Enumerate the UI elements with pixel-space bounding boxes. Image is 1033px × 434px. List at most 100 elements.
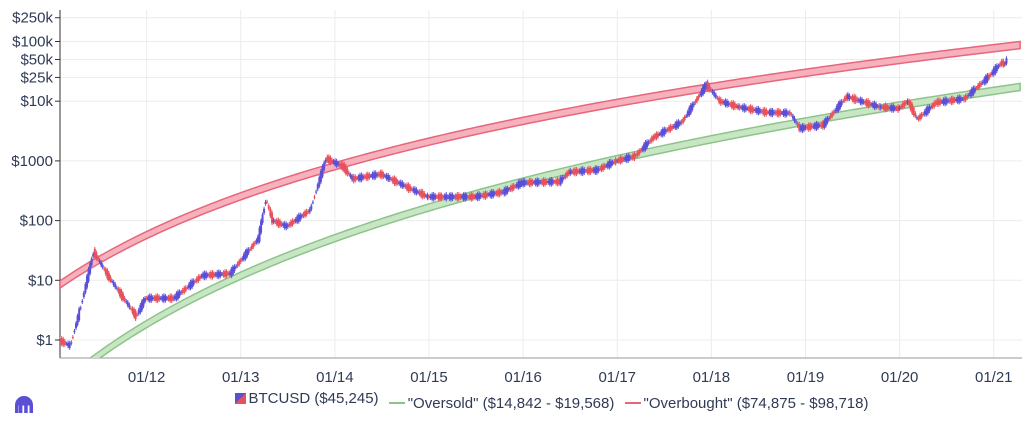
candle-body bbox=[636, 151, 639, 156]
candle-body bbox=[608, 161, 611, 168]
candle-body bbox=[250, 245, 253, 249]
candle-body bbox=[112, 281, 115, 286]
candle-body bbox=[586, 168, 589, 173]
legend-label: "Oversold" ($14,842 - $19,568) bbox=[407, 394, 615, 412]
candle-body bbox=[708, 84, 711, 91]
candle-body bbox=[749, 106, 752, 113]
candle-body bbox=[657, 133, 660, 137]
candle-body bbox=[592, 169, 595, 172]
candle-body bbox=[533, 181, 536, 183]
candle-body bbox=[406, 184, 409, 190]
candle-body bbox=[470, 193, 473, 200]
candle-body bbox=[269, 208, 272, 217]
candle-body bbox=[398, 182, 401, 184]
x-tick-label: 01/15 bbox=[410, 369, 448, 386]
candle-body bbox=[478, 193, 481, 200]
candle-body bbox=[377, 173, 380, 176]
candle-body bbox=[788, 111, 791, 115]
candle-body bbox=[931, 104, 934, 108]
candle-body bbox=[213, 273, 216, 277]
candle-body bbox=[686, 111, 689, 116]
candle-body bbox=[280, 223, 283, 226]
candle-body bbox=[680, 121, 683, 124]
candle-body bbox=[114, 284, 117, 288]
candle-body bbox=[922, 114, 925, 116]
candle-body bbox=[925, 108, 928, 115]
candle-body bbox=[799, 126, 802, 131]
candle-body bbox=[641, 147, 644, 151]
candle-body bbox=[853, 95, 856, 103]
candle-body bbox=[326, 156, 329, 161]
x-tick-label: 01/19 bbox=[787, 369, 825, 386]
legend-item-btcusd[interactable]: BTCUSD ($45,245) bbox=[234, 390, 379, 407]
candle-body bbox=[184, 287, 187, 291]
candle-body bbox=[511, 185, 514, 191]
candle-body bbox=[300, 215, 303, 217]
oversold-band bbox=[88, 82, 1021, 358]
candle-body bbox=[424, 195, 427, 197]
candle-body bbox=[315, 191, 318, 193]
candle-body bbox=[492, 191, 495, 197]
candle-body bbox=[104, 268, 107, 275]
candle-body bbox=[995, 65, 998, 71]
legend-item-overbought[interactable]: "Overbought" ($74,875 - $98,718) bbox=[624, 395, 868, 412]
candle-body bbox=[908, 100, 911, 105]
candle-body bbox=[638, 150, 641, 155]
candle-body bbox=[951, 97, 954, 103]
candle-body bbox=[897, 106, 900, 112]
candle-body bbox=[445, 193, 448, 200]
candle-body bbox=[755, 107, 758, 113]
candle-body bbox=[165, 297, 168, 299]
candle-body bbox=[642, 144, 645, 151]
candle-body bbox=[762, 109, 765, 114]
candle-body bbox=[937, 99, 940, 106]
candle-body bbox=[133, 309, 136, 317]
candle-body bbox=[198, 276, 201, 279]
candle-body bbox=[823, 120, 826, 128]
candle-body bbox=[293, 220, 296, 223]
candle-body bbox=[882, 105, 885, 110]
candle-body bbox=[365, 174, 368, 179]
candle-body bbox=[602, 164, 605, 171]
candle-body bbox=[865, 100, 868, 106]
candle-body bbox=[933, 102, 936, 107]
candle-body bbox=[628, 155, 631, 160]
candle-body bbox=[559, 177, 562, 185]
candle-body bbox=[912, 108, 915, 116]
candle-body bbox=[117, 288, 120, 292]
x-tick-label: 01/12 bbox=[128, 369, 166, 386]
candle-body bbox=[518, 180, 521, 188]
candle-body bbox=[246, 249, 249, 257]
candle-body bbox=[277, 219, 280, 227]
candle-body bbox=[817, 123, 820, 128]
candle-body bbox=[222, 272, 225, 276]
candle-body bbox=[719, 98, 722, 105]
candle-body bbox=[784, 110, 787, 116]
candle-body bbox=[768, 110, 771, 115]
candle-body bbox=[774, 111, 777, 114]
candle-body bbox=[660, 131, 663, 136]
candle-body bbox=[297, 214, 300, 222]
candle-body bbox=[357, 176, 360, 180]
candle-body bbox=[418, 191, 421, 195]
candle-body bbox=[189, 281, 192, 289]
candle-body bbox=[958, 96, 961, 103]
candle-body bbox=[156, 295, 159, 302]
candle-body bbox=[975, 88, 978, 90]
candle-body bbox=[625, 155, 628, 162]
candle-body bbox=[209, 272, 212, 278]
candle-body bbox=[744, 106, 747, 111]
legend-item-oversold[interactable]: "Oversold" ($14,842 - $19,568) bbox=[388, 394, 615, 412]
candle-body bbox=[700, 90, 703, 96]
candle-body bbox=[164, 295, 167, 301]
candle-body bbox=[901, 103, 904, 108]
candle-body bbox=[192, 280, 195, 285]
candle-body bbox=[178, 291, 181, 297]
candle-body bbox=[224, 271, 227, 277]
candle-body bbox=[669, 125, 672, 131]
candle-body bbox=[384, 175, 387, 177]
candle-body bbox=[936, 99, 939, 105]
candle-body bbox=[329, 157, 332, 164]
candle-body bbox=[540, 180, 543, 184]
candle-body bbox=[702, 86, 705, 95]
